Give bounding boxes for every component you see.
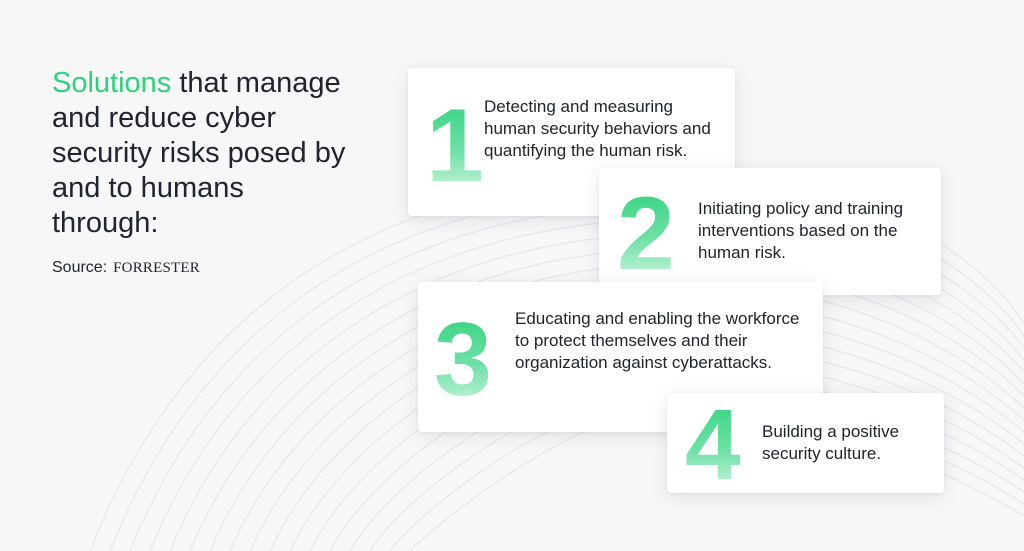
solution-text-4: Building a positive security culture. bbox=[762, 422, 900, 463]
source-line: Source: Forrester bbox=[52, 259, 200, 277]
page-heading: Solutions that manage and reduce cyber s… bbox=[52, 66, 352, 241]
solution-text-2: Initiating policy and training intervent… bbox=[698, 199, 904, 262]
solution-number-2: 2 bbox=[617, 176, 675, 292]
solution-number-3: 3 bbox=[434, 302, 492, 418]
solution-text-1: Detecting and measuring human security b… bbox=[484, 97, 711, 160]
source-label: Source: bbox=[52, 259, 108, 276]
solution-number-4: 4 bbox=[685, 389, 741, 501]
solution-text-3: Educating and enabling the workforce to … bbox=[515, 309, 800, 372]
heading-rest: that manage and reduce cyber security ri… bbox=[52, 67, 346, 239]
solution-card-4: 4 Building a positive security culture. bbox=[667, 389, 944, 501]
solution-card-2: 2 Initiating policy and training interve… bbox=[599, 168, 941, 295]
heading-accent: Solutions bbox=[52, 67, 172, 99]
source-brand-logo: Forrester bbox=[113, 260, 200, 276]
solution-number-1: 1 bbox=[426, 88, 484, 204]
